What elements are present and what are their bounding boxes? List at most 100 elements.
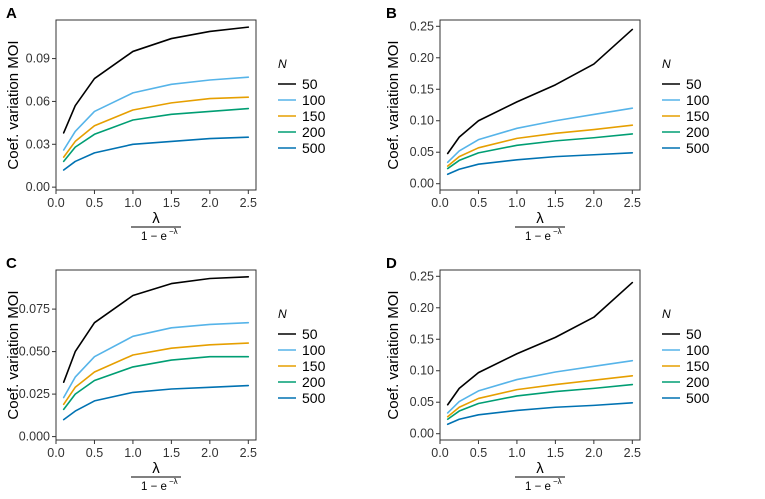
- panel-a: A 0.00 0.03 0.06 0.09 0.0 0.5 1.0 1.5 2.0 2.5 Coef.…: [5, 5, 326, 243]
- series-line-200: [446, 383, 634, 421]
- y-tick-label: 0.00: [26, 180, 50, 194]
- x-tick-label: 0.0: [431, 196, 448, 210]
- series-line-150: [62, 96, 250, 158]
- x-tick-label: 1.5: [547, 196, 564, 210]
- legend-label-100: 100: [686, 92, 710, 108]
- x-axis-denominator: 1 − e: [141, 481, 167, 493]
- y-tick-label: 0.15: [410, 332, 434, 346]
- y-tick-label: 0.25: [410, 19, 434, 33]
- plot-border: [439, 19, 641, 191]
- x-tick-label: 0.0: [431, 446, 448, 460]
- y-tick-label: 0.000: [19, 430, 50, 444]
- panel-d: D 0.00 0.05 0.10 0.15 0.20 0.25 0.0 0.5 1.0 1.5 2.0…: [385, 255, 710, 493]
- y-tick-label: 0.15: [410, 82, 434, 96]
- legend-label-50: 50: [686, 76, 702, 92]
- x-tick-label: 0.0: [47, 446, 64, 460]
- series-line-150: [446, 374, 634, 418]
- legend-label-500: 500: [686, 140, 710, 156]
- x-tick-label: 2.0: [201, 446, 218, 460]
- series-line-100: [62, 321, 250, 399]
- legend-label-500: 500: [302, 390, 326, 406]
- x-tick-label: 0.5: [86, 196, 103, 210]
- x-tick-label: 0.0: [47, 196, 64, 210]
- legend-label-500: 500: [686, 390, 710, 406]
- panel-label: B: [386, 5, 397, 22]
- legend-label-150: 150: [686, 108, 710, 124]
- y-tick-label: 0.10: [410, 114, 434, 128]
- x-axis-numerator: λ: [152, 210, 160, 227]
- y-tick-label: 0.075: [19, 302, 50, 316]
- series-line-150: [446, 124, 634, 167]
- x-axis-numerator: λ: [152, 460, 160, 477]
- panel-c: C 0.000 0.025 0.050 0.075 0.0 0.5 1.0 1.5 2.0 2.5 C…: [5, 255, 326, 493]
- series-line-50: [446, 28, 634, 155]
- series-line-100: [62, 76, 250, 151]
- x-tick-label: 2.5: [240, 196, 257, 210]
- x-tick-label: 1.5: [163, 446, 180, 460]
- legend-label-50: 50: [302, 76, 318, 92]
- y-tick-label: 0.10: [410, 364, 434, 378]
- legend-title: N: [278, 57, 287, 71]
- x-tick-label: 0.5: [470, 196, 487, 210]
- series-line-50: [446, 281, 634, 406]
- series-line-500: [62, 136, 250, 171]
- plot-border: [55, 269, 257, 441]
- x-tick-label: 1.5: [163, 196, 180, 210]
- legend-label-50: 50: [302, 326, 318, 342]
- legend-label-50: 50: [686, 326, 702, 342]
- series-line-200: [446, 133, 634, 170]
- x-tick-label: 2.5: [624, 196, 641, 210]
- y-tick-label: 0.05: [410, 145, 434, 159]
- y-tick-label: 0.25: [410, 269, 434, 283]
- x-axis-exponent: −λ: [553, 227, 562, 236]
- series-line-200: [62, 107, 250, 163]
- y-tick-label: 0.20: [410, 301, 434, 315]
- legend-label-150: 150: [686, 358, 710, 374]
- legend-label-200: 200: [686, 124, 710, 140]
- y-tick-label: 0.00: [410, 427, 434, 441]
- legend-label-100: 100: [302, 342, 326, 358]
- legend-label-100: 100: [686, 342, 710, 358]
- legend-label-150: 150: [302, 108, 326, 124]
- y-axis-title: Coef. variation MOI: [385, 40, 402, 169]
- x-axis-denominator: 1 − e: [141, 231, 167, 243]
- x-axis-denominator: 1 − e: [525, 231, 551, 243]
- x-tick-label: 1.0: [124, 196, 141, 210]
- series-line-500: [446, 152, 634, 176]
- x-tick-label: 0.5: [470, 446, 487, 460]
- series-line-100: [446, 107, 634, 164]
- legend-label-200: 200: [302, 374, 326, 390]
- legend-label-150: 150: [302, 358, 326, 374]
- series-line-50: [62, 26, 250, 134]
- y-axis-title: Coef. variation MOI: [5, 40, 22, 169]
- x-tick-label: 1.0: [508, 446, 525, 460]
- legend-label-500: 500: [302, 140, 326, 156]
- x-axis-exponent: −λ: [169, 227, 178, 236]
- x-tick-label: 2.5: [240, 446, 257, 460]
- y-tick-label: 0.03: [26, 137, 50, 151]
- y-tick-label: 0.20: [410, 51, 434, 65]
- x-tick-label: 2.0: [585, 196, 602, 210]
- y-tick-label: 0.09: [26, 52, 50, 66]
- panel-label: C: [6, 255, 17, 272]
- x-tick-label: 2.0: [585, 446, 602, 460]
- plot-border: [55, 19, 257, 191]
- legend-label-100: 100: [302, 92, 326, 108]
- x-axis-numerator: λ: [536, 460, 544, 477]
- x-tick-label: 2.0: [201, 196, 218, 210]
- plot-border: [439, 269, 641, 441]
- series-line-50: [62, 275, 250, 384]
- legend-title: N: [662, 307, 671, 321]
- x-axis-exponent: −λ: [169, 477, 178, 486]
- legend-label-200: 200: [686, 374, 710, 390]
- panel-label: D: [386, 255, 397, 272]
- legend-title: N: [662, 57, 671, 71]
- series-line-500: [62, 384, 250, 421]
- y-tick-label: 0.05: [410, 395, 434, 409]
- y-axis-title: Coef. variation MOI: [385, 290, 402, 419]
- x-tick-label: 1.5: [547, 446, 564, 460]
- panel-b: B 0.00 0.05 0.10 0.15 0.20 0.25 0.0 0.5 1.0 1.5 2.0…: [385, 5, 710, 243]
- x-tick-label: 1.0: [508, 196, 525, 210]
- series-line-200: [62, 355, 250, 411]
- y-tick-label: 0.06: [26, 94, 50, 108]
